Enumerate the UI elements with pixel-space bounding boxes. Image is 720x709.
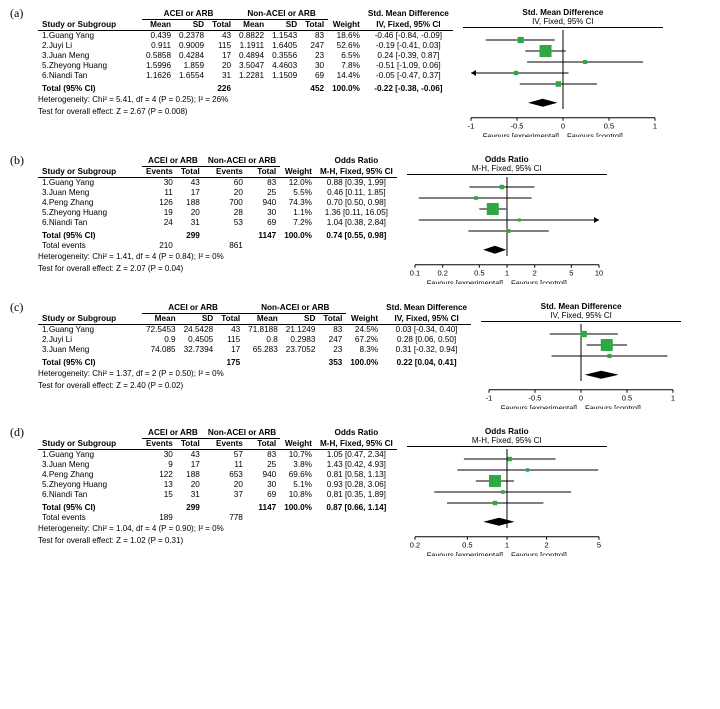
study-row: 2.Juyi Li0.9110.90091151.19111.640524752… [38, 41, 453, 51]
forest-plot: Odds RatioM-H, Fixed, 95% CI0.10.20.5125… [407, 155, 607, 284]
svg-text:0.2: 0.2 [410, 541, 420, 550]
study-row: 1.Guang Yang0.4390.2378430.88221.1543831… [38, 30, 453, 41]
overall-effect-note: Test for overall effect: Z = 2.07 (P = 0… [38, 264, 397, 274]
forest-table: ACEI or ARBNon-ACEI or ARBStd. Mean Diff… [38, 8, 453, 93]
study-row: 3.Juan Meng91711253.8%1.43 [0.42, 4.93] [38, 460, 397, 470]
svg-text:1: 1 [671, 394, 675, 403]
svg-text:1: 1 [505, 541, 509, 550]
study-row: 3.Juan Meng111720255.5%0.46 [0.11, 1.85] [38, 188, 397, 198]
svg-text:0.5: 0.5 [462, 541, 472, 550]
svg-text:-1: -1 [486, 394, 493, 403]
svg-text:Favours [experimental]: Favours [experimental] [426, 279, 502, 284]
overall-effect-note: Test for overall effect: Z = 2.40 (P = 0… [38, 381, 471, 391]
study-row: 6.Niandi Tan1531376910.8%0.81 [0.35, 1.8… [38, 490, 397, 500]
svg-text:1: 1 [505, 269, 509, 278]
panel-label: (c) [10, 300, 23, 315]
svg-text:1: 1 [653, 122, 657, 131]
forest-panel-b: (b) ACEI or ARBNon-ACEI or ARBOdds RatioS… [12, 155, 708, 284]
svg-text:2: 2 [544, 541, 548, 550]
heterogeneity-note: Heterogeneity: Chi² = 5.41, df = 4 (P = … [38, 95, 453, 105]
svg-text:0.5: 0.5 [474, 269, 484, 278]
study-row: 5.Zheyong Huang192028301.1%1.36 [0.11, 1… [38, 208, 397, 218]
total-row: Total (95% CI)2991147100.0%0.87 [0.66, 1… [38, 500, 397, 513]
overall-effect-note: Test for overall effect: Z = 2.67 (P = 0… [38, 107, 453, 117]
study-row: 1.Guang Yang72.545324.54284371.818821.12… [38, 324, 471, 335]
svg-text:0.1: 0.1 [410, 269, 420, 278]
study-row: 4.Peng Zhang12218865394069.6%0.81 [0.58,… [38, 470, 397, 480]
total-row: Total (95% CI)226452100.0%-0.22 [-0.38, … [38, 81, 453, 94]
svg-text:Favours [control]: Favours [control] [567, 132, 623, 137]
svg-text:Favours [experimental]: Favours [experimental] [501, 404, 577, 409]
total-events-row: Total events189778 [38, 512, 397, 522]
panel-label: (d) [10, 425, 24, 440]
study-row: 6.Niandi Tan243153697.2%1.04 [0.38, 2.84… [38, 218, 397, 228]
forest-panel-c: (c) ACEI or ARBNon-ACEI or ARBStd. Mean D… [12, 302, 708, 409]
overall-effect-note: Test for overall effect: Z = 1.02 (P = 0… [38, 536, 397, 546]
forest-table: ACEI or ARBNon-ACEI or ARBOdds RatioStud… [38, 427, 397, 522]
study-row: 3.Juan Meng0.58580.4284170.48940.3556236… [38, 51, 453, 61]
svg-text:0.5: 0.5 [604, 122, 614, 131]
forest-table: ACEI or ARBNon-ACEI or ARBStd. Mean Diff… [38, 302, 471, 367]
svg-text:0.2: 0.2 [437, 269, 447, 278]
study-row: 5.Zheyong Huang1.59961.859203.50474.4603… [38, 61, 453, 71]
study-row: 5.Zheyong Huang132020305.1%0.93 [0.28, 3… [38, 480, 397, 490]
svg-text:Favours [experimental]: Favours [experimental] [426, 551, 502, 556]
svg-text:10: 10 [595, 269, 603, 278]
svg-text:Favours [control]: Favours [control] [585, 404, 641, 409]
svg-text:Favours [control]: Favours [control] [511, 551, 567, 556]
svg-text:-0.5: -0.5 [529, 394, 542, 403]
panel-label: (b) [10, 153, 24, 168]
study-row: 1.Guang Yang3043608312.0%0.88 [0.39, 1.9… [38, 177, 397, 188]
total-events-row: Total events210861 [38, 240, 397, 250]
svg-text:2: 2 [532, 269, 536, 278]
svg-text:-0.5: -0.5 [510, 122, 523, 131]
forest-plot: Odds RatioM-H, Fixed, 95% CI0.20.5125Fav… [407, 427, 607, 556]
heterogeneity-note: Heterogeneity: Chi² = 1.04, df = 4 (P = … [38, 524, 397, 534]
heterogeneity-note: Heterogeneity: Chi² = 1.41, df = 4 (P = … [38, 252, 397, 262]
total-row: Total (95% CI)2991147100.0%0.74 [0.55, 0… [38, 228, 397, 241]
study-row: 6.Niandi Tan1.16261.6554311.22811.150969… [38, 71, 453, 81]
svg-text:5: 5 [597, 541, 601, 550]
forest-table: ACEI or ARBNon-ACEI or ARBOdds RatioStud… [38, 155, 397, 250]
forest-plot: Std. Mean DifferenceIV, Fixed, 95% CI-1-… [463, 8, 663, 137]
svg-text:-1: -1 [468, 122, 475, 131]
heterogeneity-note: Heterogeneity: Chi² = 1.37, df = 2 (P = … [38, 369, 471, 379]
study-row: 2.Juyi Li0.90.45051150.80.298324767.2%0.… [38, 335, 471, 345]
total-row: Total (95% CI)175353100.0%0.22 [0.04, 0.… [38, 355, 471, 368]
svg-text:0: 0 [579, 394, 583, 403]
study-row: 3.Juan Meng74.08532.73941765.28323.70522… [38, 345, 471, 355]
study-row: 4.Peng Zhang12618870094074.3%0.70 [0.50,… [38, 198, 397, 208]
svg-text:5: 5 [569, 269, 573, 278]
forest-panel-a: (a) ACEI or ARBNon-ACEI or ARBStd. Mean D… [12, 8, 708, 137]
svg-text:Favours [control]: Favours [control] [511, 279, 567, 284]
svg-text:Favours [experimental]: Favours [experimental] [483, 132, 559, 137]
study-row: 1.Guang Yang3043578310.7%1.05 [0.47, 2.3… [38, 449, 397, 460]
svg-text:0.5: 0.5 [622, 394, 632, 403]
svg-text:0: 0 [561, 122, 565, 131]
forest-plot: Std. Mean DifferenceIV, Fixed, 95% CI-1-… [481, 302, 681, 409]
panel-label: (a) [10, 6, 23, 21]
forest-panel-d: (d) ACEI or ARBNon-ACEI or ARBOdds RatioS… [12, 427, 708, 556]
